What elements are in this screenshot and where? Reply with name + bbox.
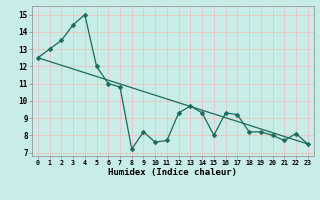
X-axis label: Humidex (Indice chaleur): Humidex (Indice chaleur) <box>108 168 237 177</box>
